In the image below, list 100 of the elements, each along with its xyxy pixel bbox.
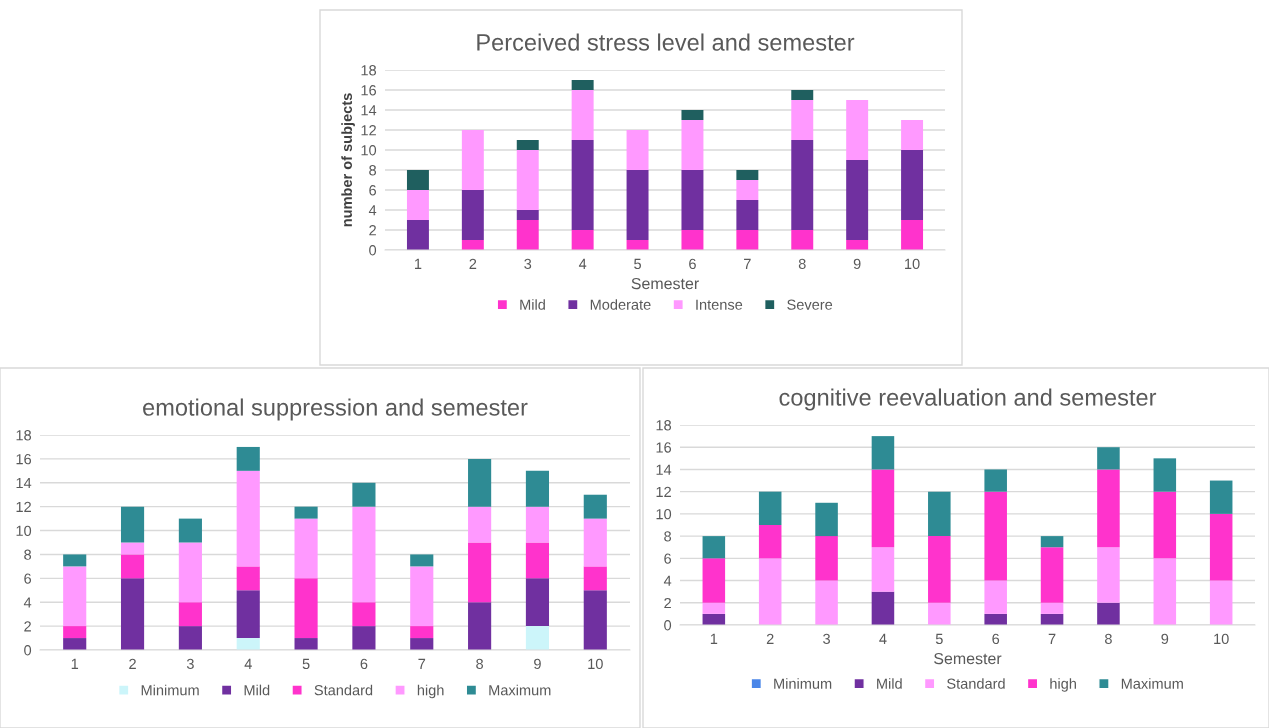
bar xyxy=(846,160,869,240)
bar xyxy=(178,626,202,650)
y-tick-label: 8 xyxy=(369,165,377,176)
bar xyxy=(120,506,145,543)
bar xyxy=(871,547,895,592)
y-tick-label: 0 xyxy=(24,645,32,656)
y-axis-title: number of subjects xyxy=(341,93,355,227)
y-tick-label: 10 xyxy=(656,508,672,520)
y-tick-label: 18 xyxy=(361,65,377,76)
bar xyxy=(1040,602,1064,614)
bar xyxy=(516,210,539,220)
x-tick-label: 1 xyxy=(415,258,422,269)
bar xyxy=(736,180,759,200)
bar xyxy=(1153,558,1177,625)
bar xyxy=(583,566,607,591)
chart-title: cognitive reevaluation and semester xyxy=(779,388,1157,411)
bar xyxy=(758,525,782,559)
bar xyxy=(1209,480,1233,514)
x-tick-label: 4 xyxy=(244,658,252,669)
bar xyxy=(1040,547,1064,603)
bar xyxy=(571,90,594,140)
legend-label: Mild xyxy=(244,684,270,696)
y-tick-label: 6 xyxy=(664,553,672,564)
bar xyxy=(63,638,87,650)
bar xyxy=(1209,513,1233,581)
bar xyxy=(406,170,429,190)
bar xyxy=(63,626,87,639)
bar xyxy=(1153,458,1177,492)
bar xyxy=(516,150,539,210)
bar xyxy=(120,554,145,579)
bar xyxy=(525,578,550,627)
bar xyxy=(928,491,951,537)
bar xyxy=(1097,602,1120,625)
bar xyxy=(406,190,429,220)
bar xyxy=(1040,536,1064,548)
bar xyxy=(736,230,759,250)
x-tick-label: 6 xyxy=(992,633,1000,645)
bar xyxy=(294,518,318,579)
bar xyxy=(871,436,895,470)
bar xyxy=(702,602,726,614)
bar xyxy=(758,558,782,625)
x-tick-label: 2 xyxy=(129,658,136,669)
bar xyxy=(525,506,550,543)
y-tick-label: 18 xyxy=(656,420,672,431)
x-tick-label: 1 xyxy=(71,658,79,669)
x-tick-label: 8 xyxy=(1105,633,1112,645)
y-tick-label: 2 xyxy=(24,621,31,632)
x-axis-title: Semester xyxy=(934,652,1002,665)
bar xyxy=(236,590,260,639)
legend-label: Mild xyxy=(520,299,545,310)
bar xyxy=(571,230,594,250)
bar xyxy=(468,602,492,650)
x-tick-label: 9 xyxy=(534,658,541,670)
bar xyxy=(901,120,924,150)
bar xyxy=(984,491,1007,581)
bar xyxy=(791,90,814,100)
bar xyxy=(702,536,726,559)
bar xyxy=(815,580,838,625)
bar xyxy=(928,536,951,603)
bar xyxy=(468,542,492,603)
legend-label: high xyxy=(1050,678,1076,692)
bar xyxy=(702,558,726,603)
y-tick-label: 6 xyxy=(24,573,32,584)
bar xyxy=(626,240,649,250)
x-tick-label: 7 xyxy=(1048,633,1056,644)
legend-label: Moderate xyxy=(590,299,651,310)
legend-label: Maximum xyxy=(489,684,551,696)
y-tick-label: 0 xyxy=(664,620,672,631)
bar xyxy=(984,469,1007,492)
bar xyxy=(815,536,838,581)
bar xyxy=(681,120,704,170)
bar xyxy=(352,506,376,603)
y-tick-label: 18 xyxy=(16,430,32,441)
bar xyxy=(63,554,87,567)
bar xyxy=(410,554,434,567)
bar xyxy=(294,506,318,519)
x-tick-label: 5 xyxy=(634,258,641,270)
x-axis-title: Semester xyxy=(631,277,699,290)
bar xyxy=(468,458,492,507)
bar xyxy=(525,626,550,650)
bar xyxy=(294,578,318,639)
bar xyxy=(516,220,539,250)
bar xyxy=(1097,447,1120,470)
x-tick-label: 10 xyxy=(1214,633,1229,645)
y-tick-label: 14 xyxy=(361,105,377,116)
y-tick-label: 4 xyxy=(663,575,672,586)
bar xyxy=(461,130,484,190)
x-tick-label: 9 xyxy=(1161,633,1169,645)
bar xyxy=(461,240,484,250)
y-tick-label: 2 xyxy=(664,597,671,609)
bar xyxy=(736,170,759,180)
x-tick-label: 2 xyxy=(766,633,774,644)
y-tick-label: 14 xyxy=(656,464,672,475)
bar xyxy=(178,542,202,603)
bar xyxy=(791,100,814,140)
bar xyxy=(583,518,607,567)
x-tick-label: 3 xyxy=(186,658,194,670)
chart-title: Perceived stress level and semester xyxy=(477,33,855,51)
legend-label: Intense xyxy=(696,299,743,310)
bar xyxy=(236,638,260,650)
